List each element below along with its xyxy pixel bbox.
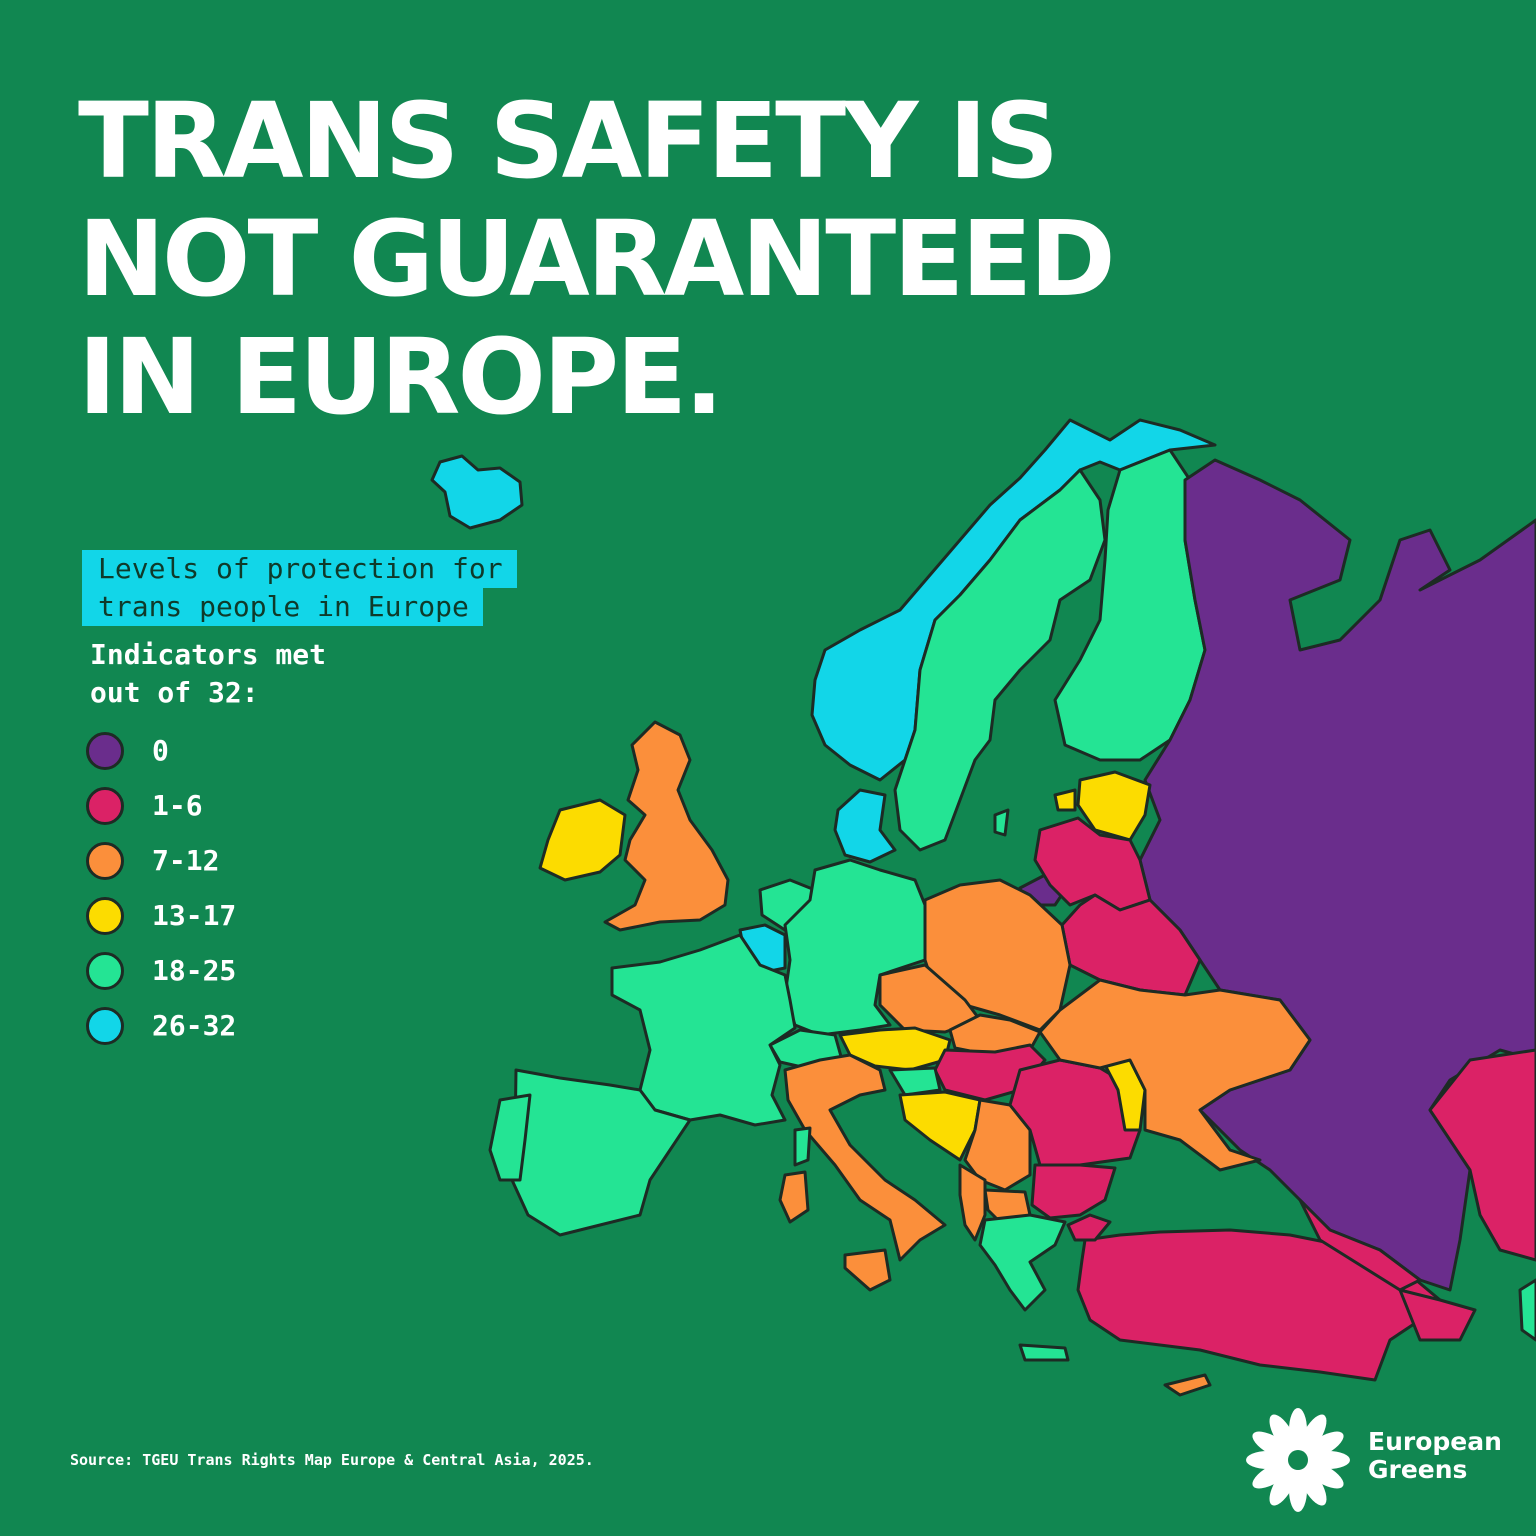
legend-label: 18-25 — [152, 954, 237, 987]
logo-line-1: European — [1368, 1427, 1502, 1456]
slovenia — [888, 1066, 942, 1097]
legend-label: 7-12 — [152, 844, 220, 877]
legend-item: 0 — [86, 723, 236, 778]
legend-item: 18-25 — [86, 943, 236, 998]
legend-subtitle-line-1: Indicators met — [90, 638, 327, 671]
legend-title: Levels of protection for trans people in… — [82, 550, 517, 626]
legend-swatch — [86, 896, 124, 935]
legend-subtitle: Indicators met out of 32: — [90, 636, 326, 712]
legend-subtitle-line-2: out of 32: — [90, 676, 259, 709]
legend-swatch — [86, 951, 124, 990]
headline: TRANS SAFETY IS NOT GUARANTEED IN EUROPE… — [78, 80, 1116, 438]
turkey — [1076, 1228, 1442, 1382]
bulgaria — [1030, 1163, 1117, 1220]
headline-line-1: TRANS SAFETY IS — [78, 80, 1059, 202]
denmark — [833, 788, 897, 864]
source-note: Source: TGEU Trans Rights Map Europe & C… — [70, 1451, 594, 1469]
legend-item: 26-32 — [86, 998, 236, 1053]
greece — [978, 1213, 1067, 1312]
legend-swatch — [86, 786, 124, 825]
legend-label: 13-17 — [152, 899, 237, 932]
sweden — [893, 468, 1107, 852]
sardinia — [778, 1170, 810, 1224]
corsica — [793, 1126, 812, 1167]
uk — [603, 720, 730, 932]
croatia — [898, 1090, 982, 1162]
portugal — [488, 1093, 532, 1182]
legend-item: 13-17 — [86, 888, 236, 943]
sicily — [843, 1248, 892, 1292]
legend-label: 26-32 — [152, 1009, 237, 1042]
legend-title-line-2: trans people in Europe — [82, 588, 483, 626]
legend-label: 0 — [152, 734, 169, 767]
headline-line-3: IN EUROPE. — [78, 316, 724, 438]
legend-label: 1-6 — [152, 789, 203, 822]
montenegro-albania — [958, 1163, 987, 1242]
turkey-thrace — [1066, 1213, 1112, 1242]
logo-line-2: Greens — [1368, 1455, 1468, 1484]
gotland — [993, 808, 1010, 837]
kazakhstan-edge — [1518, 1278, 1536, 1342]
logo-wordmark: European Greens — [1368, 1428, 1502, 1484]
aland — [1053, 788, 1077, 812]
legend-swatch — [86, 841, 124, 880]
legend-item: 1-6 — [86, 778, 236, 833]
cyprus — [1163, 1373, 1212, 1397]
legend-swatch — [86, 731, 124, 770]
legend: 0 1-6 7-12 13-17 18-25 26-32 — [86, 723, 236, 1053]
italy — [783, 1053, 947, 1262]
caucasus-east — [1428, 1048, 1536, 1262]
iceland — [430, 454, 524, 530]
georgia — [1298, 1198, 1422, 1292]
spain — [510, 1068, 692, 1237]
legend-swatch — [86, 1006, 124, 1045]
european-greens-logo-icon — [1246, 1408, 1350, 1512]
crete — [1018, 1343, 1070, 1362]
azerbaijan — [1398, 1288, 1477, 1342]
estonia — [1076, 770, 1152, 842]
germany — [783, 858, 927, 1037]
ireland — [538, 798, 627, 882]
france — [610, 933, 797, 1127]
legend-title-line-1: Levels of protection for — [82, 550, 517, 588]
headline-line-2: NOT GUARANTEED — [78, 198, 1116, 320]
legend-item: 7-12 — [86, 833, 236, 888]
ukraine — [1038, 978, 1312, 1172]
